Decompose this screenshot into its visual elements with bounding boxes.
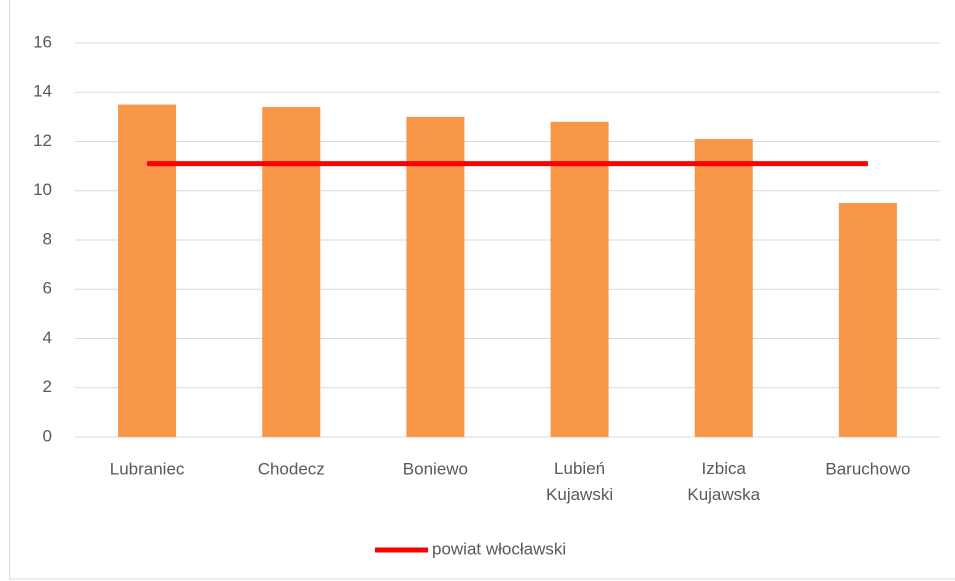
y-tick-label: 10 — [33, 180, 52, 199]
bar — [118, 104, 177, 437]
bar — [694, 139, 753, 437]
y-tick-label: 6 — [43, 279, 52, 298]
x-tick-label: Lubraniec — [110, 459, 185, 478]
bar — [550, 121, 609, 438]
bar — [406, 116, 465, 437]
legend-label: powiat włocławski — [432, 539, 566, 558]
bar — [838, 203, 897, 437]
y-tick-label: 2 — [43, 377, 52, 396]
bar — [262, 107, 321, 438]
y-tick-label: 0 — [43, 426, 52, 445]
y-tick-label: 4 — [43, 328, 52, 347]
y-tick-label: 12 — [33, 131, 52, 150]
x-tick-label: Boniewo — [403, 459, 468, 478]
y-tick-label: 8 — [43, 229, 52, 248]
x-tick-label: Chodecz — [258, 459, 325, 478]
y-tick-label: 16 — [33, 32, 52, 51]
x-tick-label: Baruchowo — [825, 459, 910, 478]
x-tick-label: Izbica Kujawska — [687, 459, 760, 504]
x-tick-label: Lubień Kujawski — [546, 459, 613, 504]
y-tick-label: 14 — [33, 82, 52, 101]
